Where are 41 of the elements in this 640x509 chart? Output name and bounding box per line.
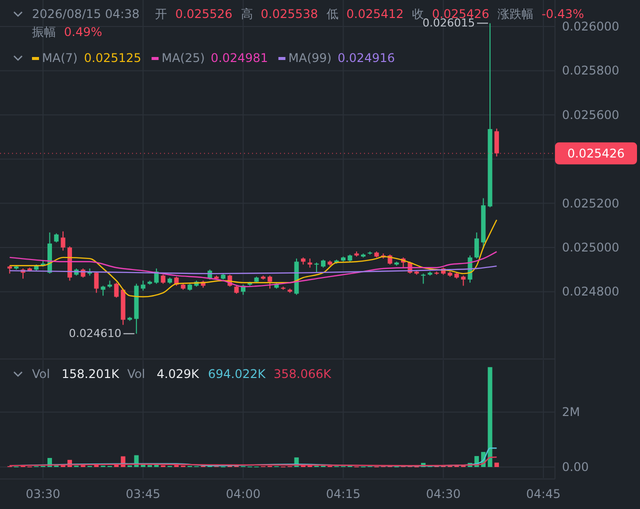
- annotation: 0.025526: [175, 7, 232, 21]
- annotation: 开: [155, 7, 168, 21]
- y-tick-label: 0.026000: [562, 20, 620, 34]
- annotation: 收: [412, 7, 424, 21]
- annotation: Vol: [32, 367, 50, 381]
- y-tick-label: 2M: [562, 405, 580, 420]
- annotation: 高: [240, 7, 253, 21]
- annotation: 低: [326, 7, 338, 21]
- x-tick-label: 04:30: [426, 487, 461, 501]
- ref-line-label: 0.025426: [567, 146, 625, 160]
- x-tick-label: 04:15: [326, 487, 361, 501]
- annotation: -0.43%: [542, 7, 584, 21]
- legend-label: MA(99): [288, 51, 332, 65]
- annotation: 0.025125: [84, 51, 142, 65]
- y-tick-label: 0.025800: [562, 64, 620, 78]
- legend-label: MA(7): [42, 51, 78, 65]
- annotation: 0.024981: [210, 51, 268, 65]
- annotation: 涨跌幅: [498, 7, 534, 21]
- legend-label: MA(25): [162, 51, 205, 65]
- annotation: 694.022K: [208, 367, 267, 381]
- annotation: 振幅: [32, 25, 56, 39]
- y-tick-label: 0.00: [562, 460, 589, 474]
- annotation: 4.029K: [156, 367, 200, 381]
- y-tick-label: 0.025600: [562, 108, 620, 122]
- x-tick-label: 04:00: [226, 487, 260, 501]
- annotation: 0.49%: [64, 25, 102, 39]
- x-tick-label: 03:30: [26, 487, 60, 501]
- y-tick-label: 0.025000: [562, 240, 620, 255]
- annotation: 158.201K: [62, 367, 120, 381]
- annotation: 0.024916: [338, 51, 395, 65]
- annotation: 0.025538: [260, 7, 318, 21]
- annotation: 0.024610: [68, 327, 122, 340]
- x-tick-label: 03:45: [126, 487, 160, 501]
- annotation: 358.066K: [274, 367, 332, 381]
- y-tick-label: 0.024800: [562, 284, 620, 299]
- annotation: 0.026015: [422, 16, 476, 30]
- annotation: 0.025412: [346, 7, 404, 21]
- annotation: 2026/08/15 04:38: [32, 7, 140, 21]
- x-tick-label: 04:45: [526, 487, 561, 501]
- y-tick-label: 0.025200: [562, 196, 620, 210]
- annotation: Vol: [127, 367, 146, 381]
